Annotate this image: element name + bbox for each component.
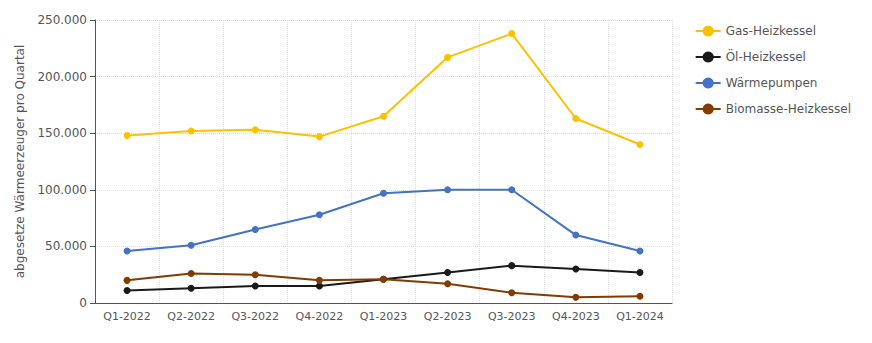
svg-text:200.000: 200.000 [37,70,87,84]
svg-text:Q1-2022: Q1-2022 [103,310,151,323]
svg-text:Gas-Heizkessel: Gas-Heizkessel [726,24,816,38]
svg-text:150.000: 150.000 [37,126,87,140]
svg-text:Q2-2022: Q2-2022 [167,310,215,323]
svg-text:0: 0 [79,296,87,310]
svg-text:Biomasse-Heizkessel: Biomasse-Heizkessel [726,102,851,116]
svg-text:100.000: 100.000 [37,183,87,197]
svg-text:Q3-2022: Q3-2022 [231,310,279,323]
svg-text:Öl-Heizkessel: Öl-Heizkessel [726,48,806,64]
svg-text:Q1-2023: Q1-2023 [360,310,408,323]
svg-text:Q4-2023: Q4-2023 [552,310,600,323]
svg-text:Q1-2024: Q1-2024 [616,310,664,323]
svg-text:Wärmepumpen: Wärmepumpen [726,76,818,90]
svg-text:250.000: 250.000 [37,13,87,27]
svg-text:Q3-2023: Q3-2023 [488,310,536,323]
svg-text:Q2-2023: Q2-2023 [424,310,472,323]
svg-text:abgesetze Wärmeerzeuger pro Qu: abgesetze Wärmeerzeuger pro Quartal [13,45,27,279]
svg-text:Q4-2022: Q4-2022 [296,310,344,323]
svg-text:50.000: 50.000 [45,239,87,253]
